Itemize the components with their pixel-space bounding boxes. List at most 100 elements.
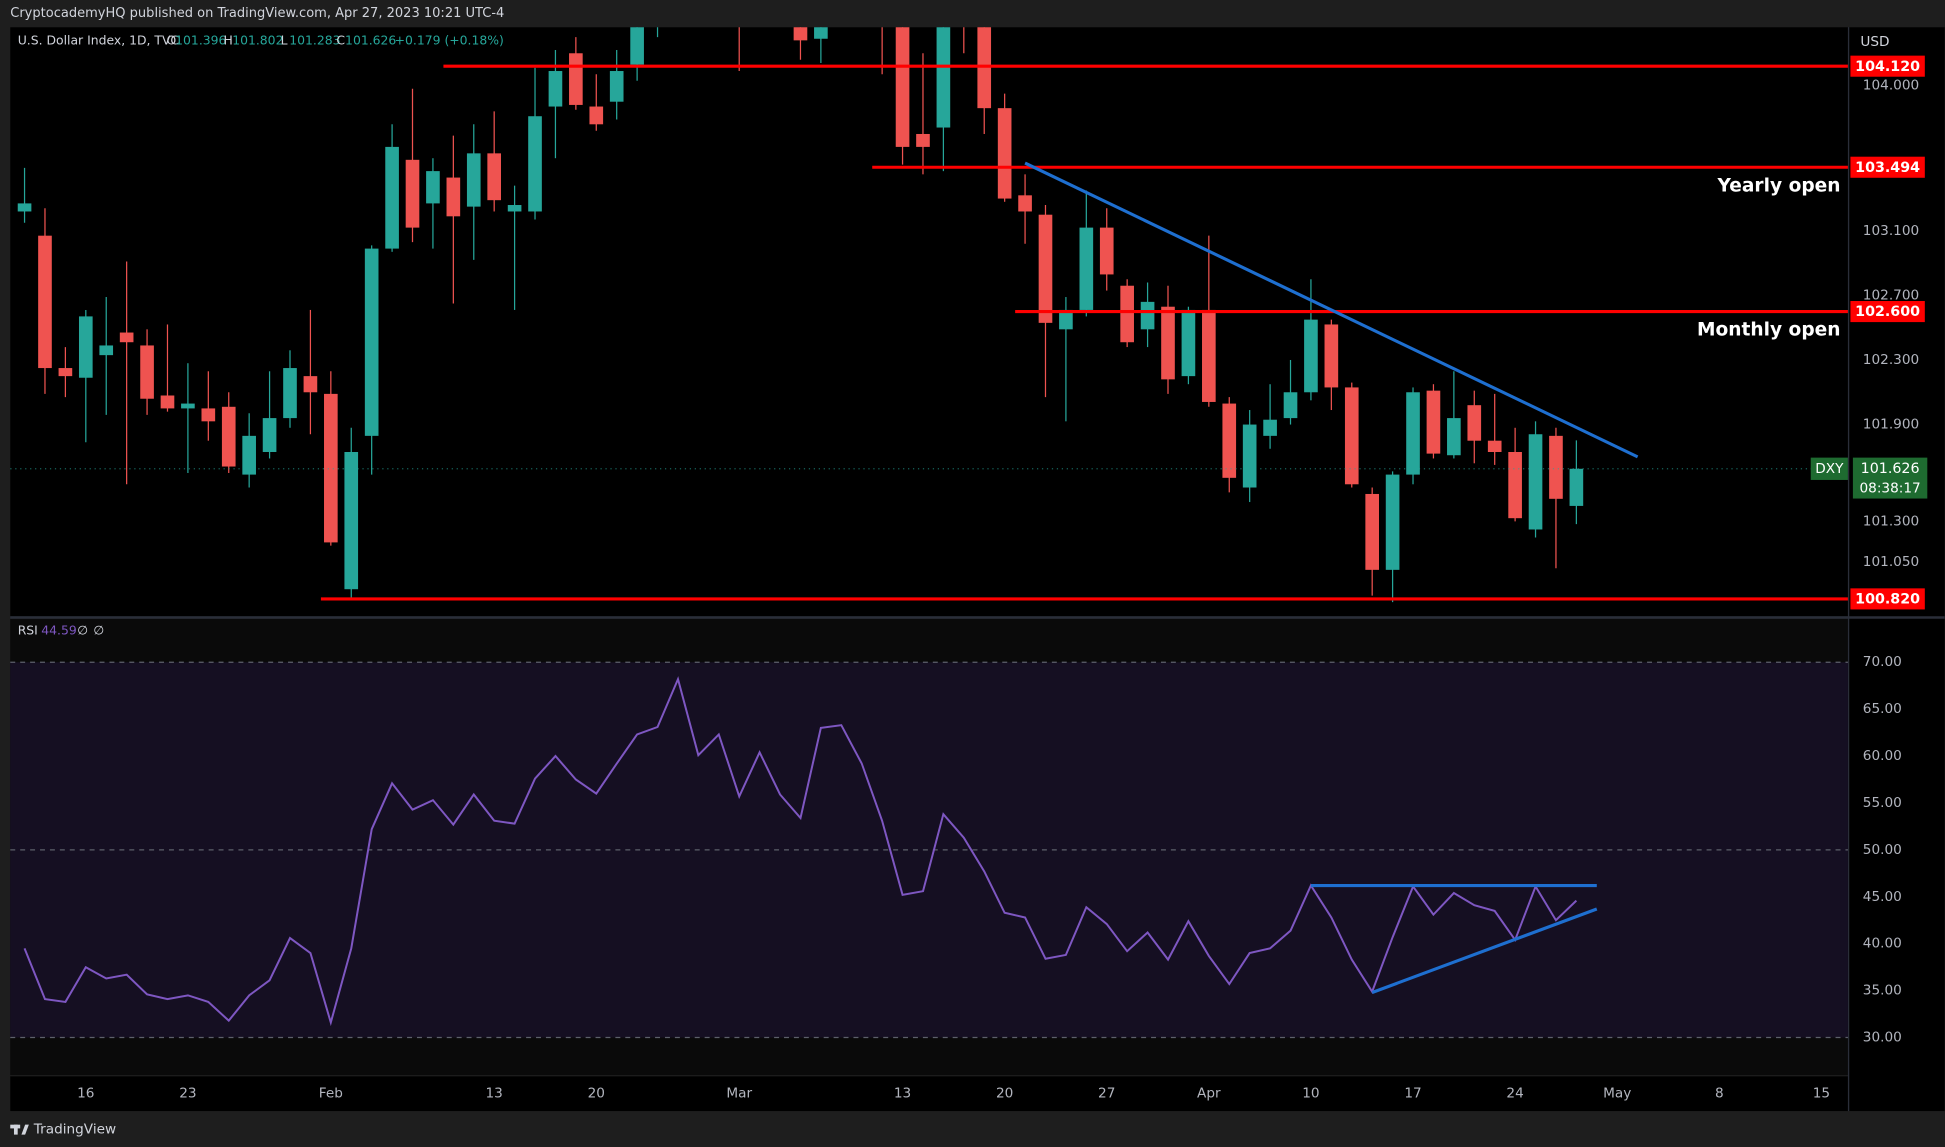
level-label: 103.494 [1855,160,1920,176]
candles [17,27,1584,603]
candle-body [589,106,604,125]
currency: USD [1860,34,1889,50]
candle-body [1365,493,1380,570]
candle-body [1569,468,1584,506]
time-axis [10,1076,1848,1112]
candle-body [466,153,481,207]
candle-body [283,368,297,419]
rsi-tick-label: 35.00 [1863,983,1902,999]
legend-value: 101.396 [175,32,226,47]
candle-body [1324,324,1339,388]
x-tick-label: 13 [894,1086,911,1102]
candle-body [1467,405,1482,441]
y-tick-label: 101.300 [1863,513,1919,529]
candle-body [1018,195,1032,212]
symbol-badge [1810,457,1848,480]
level-label: 102.600 [1855,304,1920,320]
rsi-trend-line [1371,907,1598,994]
rsi-tick-label: 60.00 [1863,748,1902,764]
legend-key: C [336,32,345,47]
candle-body [201,408,216,422]
candle-body [1120,285,1134,343]
candle-body [1385,474,1400,570]
level-label: 104.120 [1855,59,1920,75]
candle-body [609,71,624,102]
candle-body [895,27,910,147]
candle-body [487,153,502,201]
candle-body [1038,214,1053,323]
level-label: 100.820 [1855,592,1920,608]
x-tick-label: 23 [179,1086,196,1102]
candle-body [977,27,992,109]
candle-body [528,116,542,212]
candle-body [1508,451,1522,519]
candle-body [507,205,522,212]
x-tick-label: Feb [319,1086,343,1102]
candle-body [303,376,318,393]
price-badge [1852,457,1928,499]
candle-body [814,27,828,39]
rsi-name: RSI [18,623,38,638]
candle-body [426,171,440,204]
legend-title: U.S. Dollar Index, 1D, TVC [18,32,179,47]
symbol-label: DXY [1815,461,1844,477]
legend-key: H [224,32,233,47]
candle-body [242,435,256,475]
candle-body [160,395,175,409]
trend-line [1024,161,1639,459]
candle-body [140,345,154,399]
candle-body [1406,392,1420,475]
legend-key: O [167,32,177,47]
rsi-line [23,676,1578,1027]
rsi-tick-label: 70.00 [1863,654,1902,670]
candle-body [405,159,420,228]
x-tick-label: 16 [77,1086,94,1102]
level-badge [1850,301,1925,323]
candle-body [344,451,359,590]
countdown: 08:38:17 [1859,481,1920,497]
candle-body [262,418,277,452]
candle-body [221,406,236,467]
rsi-extra: ∅ [93,623,104,638]
candle-body [119,332,134,343]
candle-body [1528,434,1543,530]
x-tick-label: 17 [1404,1086,1421,1102]
candle-body [1263,419,1277,436]
candle-body [569,53,583,105]
candle-body [58,368,73,377]
level-badge [1850,588,1925,610]
y-tick-label: 102.300 [1863,352,1919,368]
x-tick-label: Mar [726,1086,752,1102]
level-note: Yearly open [1717,175,1841,196]
y-tick-label: 104.000 [1863,78,1919,94]
price-axis [1849,27,1945,1112]
legend-change: +0.179 (+0.18%) [395,32,504,47]
x-tick-label: 20 [588,1086,605,1102]
legend-value: 101.802 [232,32,283,47]
rsi-value: 44.59 [41,623,77,638]
candle-body [1140,301,1155,330]
x-tick-label: 20 [996,1086,1013,1102]
y-tick-label: 102.700 [1863,287,1919,303]
level-badge [1850,156,1925,178]
candle-body [385,146,399,249]
rsi-tick-label: 65.00 [1863,701,1902,717]
x-tick-label: 27 [1098,1086,1115,1102]
candle-body [1549,435,1563,499]
legend-value: 101.626 [345,32,396,47]
published-note: CryptocademyHQ published on TradingView.… [10,6,504,21]
candle-body [181,403,195,409]
rsi-tick-label: 45.00 [1863,889,1902,905]
candle-body [78,316,93,378]
x-tick-label: 13 [486,1086,503,1102]
y-tick-label: 101.050 [1863,554,1919,570]
level-note: Monthly open [1697,320,1841,341]
candle-body [1079,227,1094,310]
candle-body [1242,424,1257,488]
level-badge [1850,55,1925,77]
candle-body [1181,309,1196,377]
candle-body [1099,227,1114,275]
candle-body [1059,309,1073,330]
candle-body [1202,309,1216,402]
